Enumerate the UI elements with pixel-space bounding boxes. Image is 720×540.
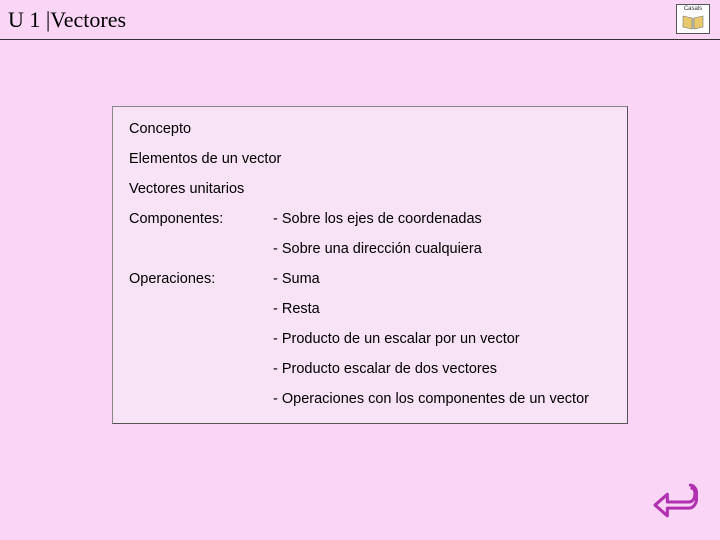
outline-box: Concepto Elementos de un vector Vectores… bbox=[112, 106, 628, 424]
book-icon bbox=[681, 13, 705, 31]
outline-item: Concepto bbox=[129, 121, 611, 137]
publisher-logo: Casals bbox=[676, 4, 710, 34]
group-items: - Suma - Resta - Producto de un escalar … bbox=[273, 271, 611, 407]
back-arrow-icon bbox=[652, 482, 698, 522]
slide-header: U 1 |Vectores Casals bbox=[0, 0, 720, 40]
back-button[interactable] bbox=[652, 482, 698, 522]
outline-item: Vectores unitarios bbox=[129, 181, 611, 197]
outline-subitem: - Sobre los ejes de coordenadas bbox=[273, 211, 611, 227]
outline-subitem: - Producto escalar de dos vectores bbox=[273, 361, 611, 377]
logo-label: Casals bbox=[684, 6, 702, 12]
outline-subitem: - Resta bbox=[273, 301, 611, 317]
outline-item: Elementos de un vector bbox=[129, 151, 611, 167]
outline-subitem: - Producto de un escalar por un vector bbox=[273, 331, 611, 347]
group-label: Componentes: bbox=[129, 211, 273, 257]
outline-subitem: - Sobre una dirección cualquiera bbox=[273, 241, 611, 257]
outline-group-operaciones: Operaciones: - Suma - Resta - Producto d… bbox=[129, 271, 611, 407]
outline-subitem: - Suma bbox=[273, 271, 611, 287]
group-items: - Sobre los ejes de coordenadas - Sobre … bbox=[273, 211, 611, 257]
outline-group-componentes: Componentes: - Sobre los ejes de coorden… bbox=[129, 211, 611, 257]
group-label: Operaciones: bbox=[129, 271, 273, 407]
page-title: U 1 |Vectores bbox=[8, 7, 126, 33]
outline-subitem: - Operaciones con los componentes de un … bbox=[273, 391, 611, 407]
